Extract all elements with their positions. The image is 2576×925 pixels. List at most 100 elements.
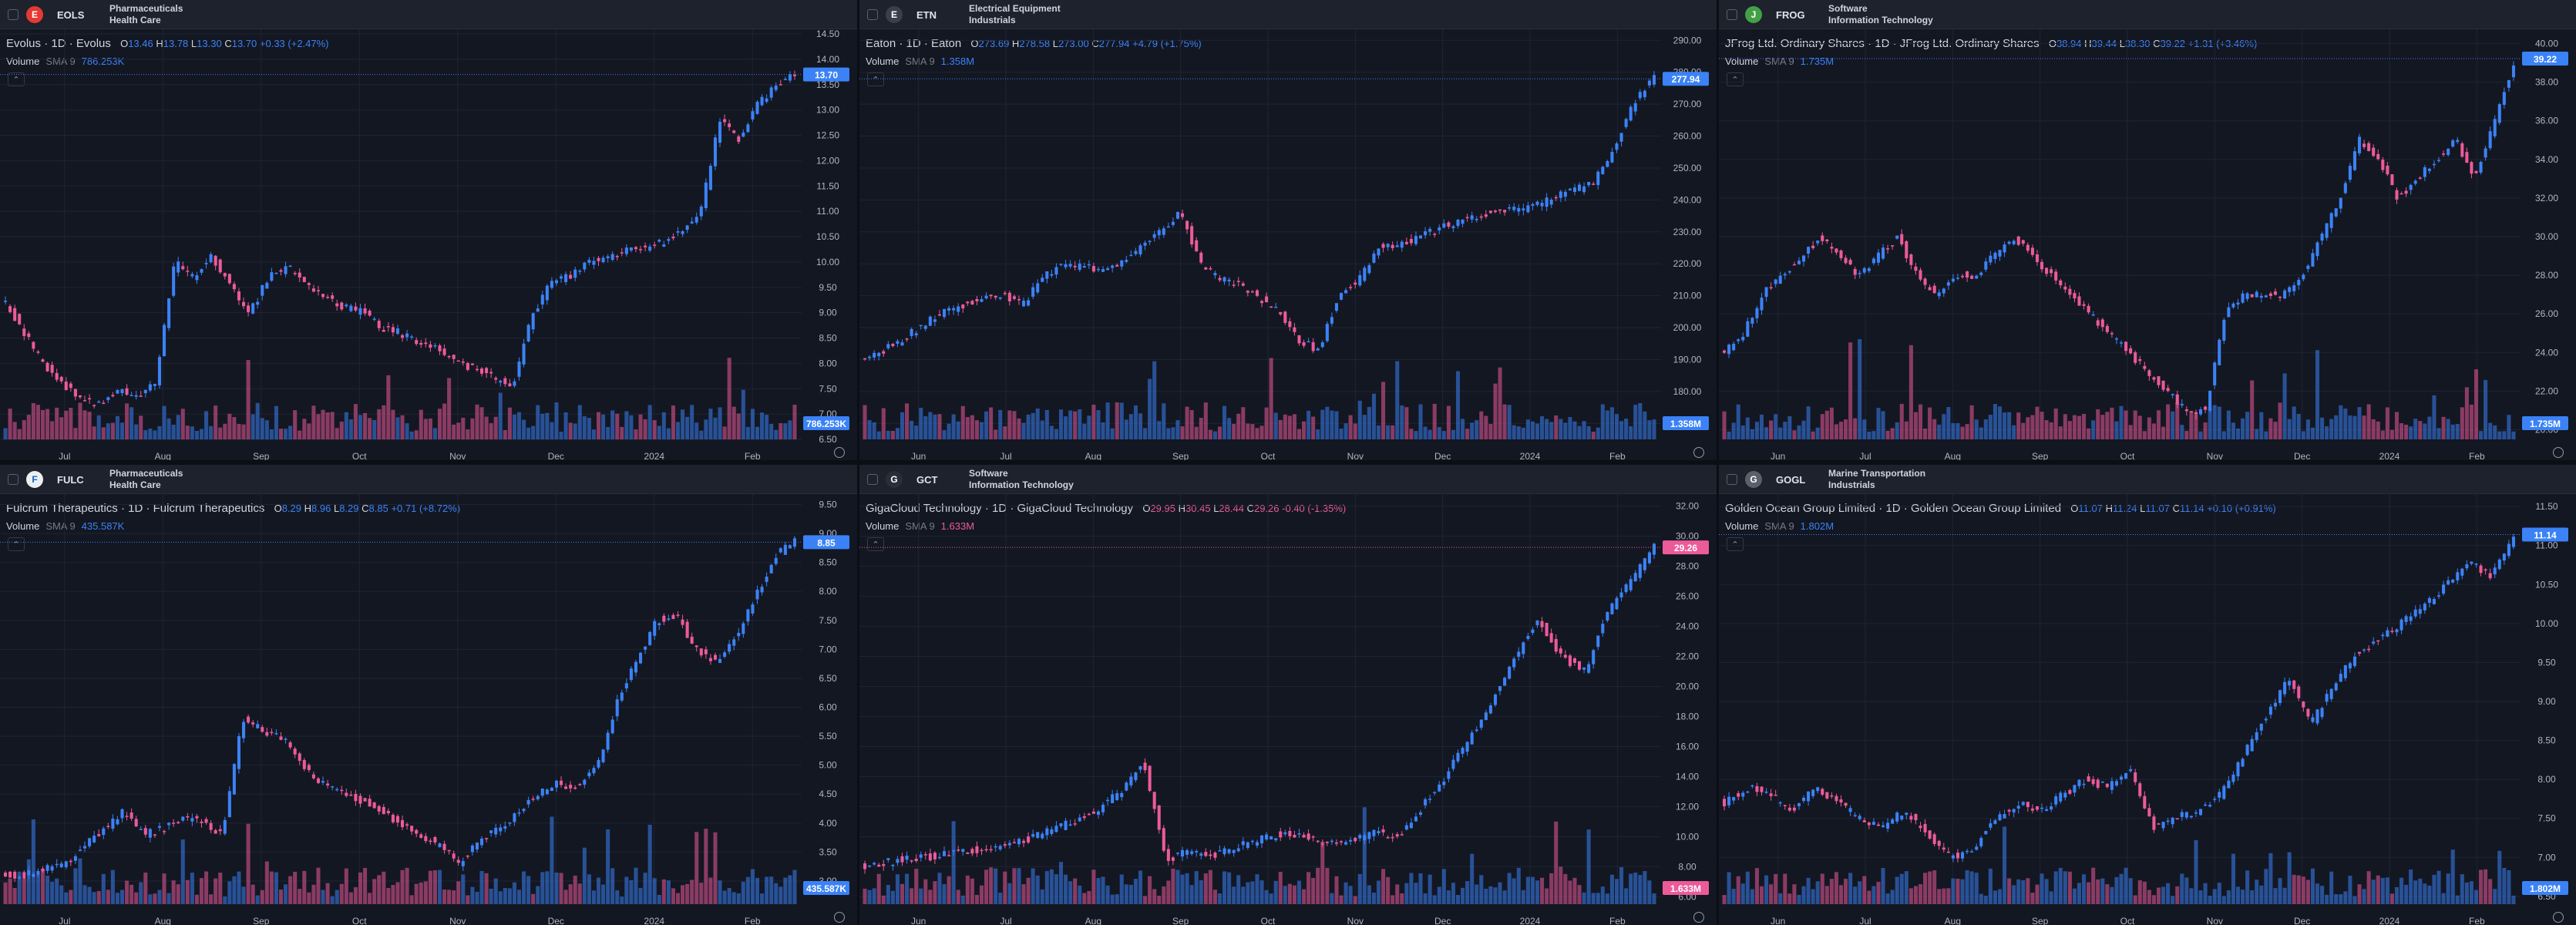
collapse-legend-button[interactable]: ⌃ [1727,72,1744,86]
price-tag: 39.22 [2534,54,2557,65]
candle-body [1783,805,1787,806]
volume-bar [2110,407,2114,439]
symbol-legend[interactable]: Fulcrum Therapeutics · 1D · Fulcrum Ther… [6,502,460,515]
volume-bar [1175,420,1180,439]
volume-bar [1572,877,1577,904]
volume-legend[interactable]: Volume SMA 9 435.587K [6,520,124,532]
ticker-symbol[interactable]: GCT [916,474,938,486]
volume-bar [1932,870,1937,904]
candle-body [1966,850,1969,853]
price-chart[interactable]: 14.5014.0013.5013.0012.5012.0011.5011.00… [0,29,857,462]
ticker-symbol[interactable]: FULC [57,474,84,486]
volume-bar [1895,876,1899,904]
price-chart[interactable]: 11.5011.0010.5010.009.509.008.508.007.50… [1719,494,2576,925]
settings-gear-icon[interactable] [2553,912,2564,923]
volume-bar [45,875,50,904]
volume-bar [1441,869,1446,904]
ticker-symbol[interactable]: ETN [916,9,937,21]
volume-bar [647,405,652,439]
ticker-symbol[interactable]: EOLS [57,9,85,21]
volume-bar [1540,877,1545,904]
settings-gear-icon[interactable] [2553,447,2564,458]
volume-bar [1012,411,1017,439]
collapse-legend-button[interactable]: ⌃ [867,537,884,551]
price-chart[interactable]: 9.509.008.508.007.507.006.506.005.505.00… [0,494,857,925]
volume-bar [2235,428,2241,439]
candle-body [2367,648,2371,651]
select-checkbox[interactable] [8,9,18,20]
volume-bar [694,422,699,439]
candle-body [592,261,596,265]
price-chart[interactable]: 290.00280.00270.00260.00250.00240.00230.… [859,29,1717,462]
volume-bar [414,883,419,904]
volume-bar [110,422,115,439]
price-chart[interactable]: 40.0038.0036.0034.0032.0030.0028.0026.00… [1719,29,2576,462]
volume-legend[interactable]: Volume SMA 9 1.358M [866,56,974,67]
chart-panel-etn[interactable]: E ETN Electrical Equipment Industrials Ea… [859,0,1717,462]
volume-bar [2105,412,2110,439]
chart-panel-gct[interactable]: G GCT Software Information Technology Gig… [859,465,1717,925]
candle-body [200,821,203,823]
settings-gear-icon[interactable] [834,912,845,923]
volume-bar [456,422,461,439]
candle-body [2474,170,2478,173]
x-tick-label: Dec [2294,451,2310,462]
volume-bar [246,823,251,904]
volume-legend[interactable]: Volume SMA 9 1.633M [866,520,974,532]
volume-bar [685,416,690,439]
candle-body [1157,230,1161,236]
volume-bar [2320,417,2325,439]
settings-gear-icon[interactable] [1693,447,1704,458]
price-chart[interactable]: 32.0030.0028.0026.0024.0022.0020.0018.00… [859,494,1717,925]
candle-body [78,849,82,851]
candle-body [1306,341,1310,343]
chart-panel-gogl[interactable]: G GOGL Marine Transportation Industrials … [1719,465,2576,925]
select-checkbox[interactable] [1727,9,1737,20]
candle-body [395,816,399,822]
volume-bar [2250,380,2255,439]
symbol-legend[interactable]: GigaCloud Technology · 1D · GigaCloud Te… [866,502,1346,515]
volume-bar [1073,878,1078,904]
industry-label: Industrials [1828,479,1875,490]
select-checkbox[interactable] [8,474,18,485]
candle-body [1928,830,1932,839]
chart-panel-frog[interactable]: J FROG Software Information Technology JF… [1719,0,2576,462]
candle-body [718,658,722,664]
volume-bar [1591,431,1596,439]
chart-panel-eols[interactable]: E EOLS Pharmaceuticals Health Care Evolus… [0,0,857,462]
ticker-symbol[interactable]: GOGL [1776,474,1806,486]
select-checkbox[interactable] [1727,474,1737,485]
y-tick-label: 30.00 [2535,231,2558,242]
volume-bar [148,894,153,904]
settings-gear-icon[interactable] [834,447,845,458]
ticker-symbol[interactable]: FROG [1776,9,1805,21]
select-checkbox[interactable] [867,9,878,20]
volume-legend[interactable]: Volume SMA 9 786.253K [6,56,124,67]
candle-body [1619,133,1623,142]
volume-bar [2026,417,2030,439]
volume-bar [405,867,409,904]
volume-bar [960,405,965,439]
collapse-legend-button[interactable]: ⌃ [867,72,884,86]
symbol-legend[interactable]: Evolus · 1D · Evolus O13.46 H13.78 L13.3… [6,37,329,50]
panel-divider[interactable] [0,460,2576,465]
collapse-legend-button[interactable]: ⌃ [8,537,25,551]
volume-bar [1759,886,1764,904]
symbol-legend[interactable]: Golden Ocean Group Limited · 1D · Golden… [1725,502,2276,515]
x-tick-label: Feb [2469,451,2485,462]
settings-gear-icon[interactable] [1693,912,1704,923]
volume-legend[interactable]: Volume SMA 9 1.802M [1725,520,1834,532]
volume-bar [745,426,750,439]
volume-bar [409,431,414,439]
candle-body [2068,288,2072,295]
collapse-legend-button[interactable]: ⌃ [8,72,25,86]
volume-bar [278,890,284,904]
candle-body [1101,804,1105,812]
candle-body [261,284,264,296]
candle-body [1260,301,1264,304]
collapse-legend-button[interactable]: ⌃ [1727,537,1744,551]
chart-panel-fulc[interactable]: F FULC Pharmaceuticals Health Care Fulcru… [0,465,857,925]
select-checkbox[interactable] [867,474,878,485]
candle-body [1152,792,1156,809]
candle-body [1732,343,1736,351]
